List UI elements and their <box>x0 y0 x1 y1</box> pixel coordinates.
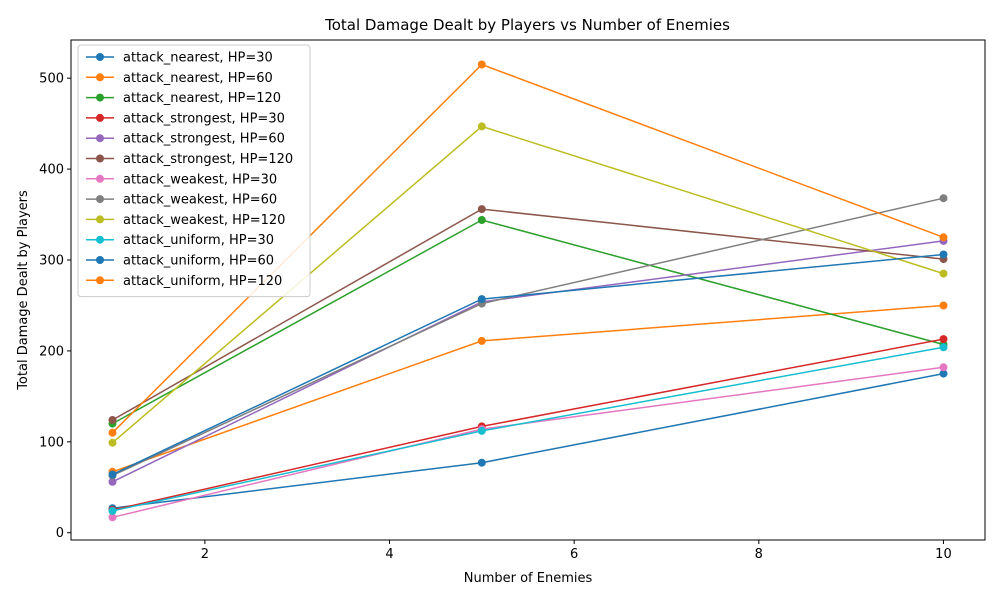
legend-marker <box>96 154 104 163</box>
legend-marker <box>96 195 104 204</box>
legend-marker <box>96 53 104 61</box>
data-point <box>108 477 117 486</box>
y-tick-label: 0 <box>56 526 64 541</box>
data-point <box>108 438 117 447</box>
legend-item: attack_nearest, HP=60 <box>86 71 273 86</box>
data-point <box>108 470 117 479</box>
data-point <box>939 269 948 278</box>
data-point <box>108 513 117 522</box>
plot-area <box>108 60 948 522</box>
data-point <box>939 194 948 203</box>
y-tick-label: 300 <box>39 254 64 269</box>
data-point <box>939 363 948 372</box>
legend: attack_nearest, HP=30 attack_nearest, HP=… <box>77 44 311 298</box>
legend-marker <box>96 113 104 122</box>
x-tick-label: 4 <box>385 547 393 562</box>
y-tick-label: 400 <box>39 163 64 178</box>
data-point <box>939 301 948 310</box>
legend-marker <box>96 93 104 102</box>
y-axis-ticks: 0 100 200 300 400 500 <box>39 72 71 541</box>
legend-label: attack_weakest, HP=30 <box>123 172 277 187</box>
data-point <box>939 250 948 259</box>
plot-frame <box>70 39 986 541</box>
data-point <box>477 60 486 69</box>
y-tick-label: 100 <box>39 435 64 450</box>
legend-label: attack_nearest, HP=120 <box>123 91 281 106</box>
x-tick-label: 2 <box>201 547 209 562</box>
x-axis-ticks: 2 4 6 8 10 <box>201 540 952 562</box>
x-axis-label: Number of Enemies <box>464 571 593 586</box>
legend-marker <box>96 276 104 285</box>
legend-item: attack_weakest, HP=60 <box>86 193 277 208</box>
data-point <box>477 426 486 435</box>
series-9 <box>108 122 948 447</box>
legend-label: attack_weakest, HP=120 <box>123 213 285 228</box>
legend-item: attack_uniform, HP=120 <box>86 274 282 289</box>
series-12 <box>108 60 948 437</box>
legend-label: attack_strongest, HP=120 <box>123 152 293 167</box>
legend-label: attack_uniform, HP=30 <box>123 233 274 248</box>
data-point <box>108 506 117 515</box>
legend-item: attack_weakest, HP=30 <box>86 172 277 187</box>
legend-box <box>77 44 311 298</box>
data-point <box>939 369 948 378</box>
data-point <box>939 343 948 352</box>
series-11 <box>108 250 948 479</box>
series-10 <box>108 343 948 515</box>
legend-marker <box>96 235 104 244</box>
legend-label: attack_uniform, HP=120 <box>123 274 282 289</box>
legend-label: attack_strongest, HP=60 <box>123 132 285 147</box>
y-tick-label: 500 <box>39 72 64 87</box>
legend-marker <box>96 174 104 183</box>
data-point <box>108 428 117 437</box>
data-point <box>477 205 486 214</box>
y-axis-label: Total Damage Dealt by Players <box>16 190 31 391</box>
data-point <box>108 416 117 424</box>
data-point <box>477 336 486 345</box>
legend-item: attack_uniform, HP=60 <box>86 254 274 269</box>
legend-label: attack_weakest, HP=60 <box>123 193 277 208</box>
legend-label: attack_nearest, HP=30 <box>123 51 273 66</box>
legend-item: attack_strongest, HP=60 <box>86 132 285 147</box>
y-tick-label: 200 <box>39 344 64 359</box>
legend-item: attack_strongest, HP=120 <box>86 152 293 167</box>
data-point <box>939 335 948 344</box>
data-point <box>477 295 486 304</box>
data-point <box>477 216 486 224</box>
legend-item: attack_strongest, HP=30 <box>86 111 285 126</box>
data-point <box>477 122 486 131</box>
data-point <box>477 458 486 467</box>
x-tick-label: 6 <box>570 547 578 562</box>
legend-item: attack_nearest, HP=30 <box>86 51 273 66</box>
legend-marker <box>96 73 104 82</box>
legend-marker <box>96 256 104 264</box>
legend-item: attack_weakest, HP=120 <box>86 213 285 228</box>
x-tick-label: 8 <box>755 547 763 562</box>
legend-item: attack_uniform, HP=30 <box>86 233 274 248</box>
legend-label: attack_uniform, HP=60 <box>123 254 274 269</box>
legend-marker <box>96 215 104 224</box>
chart-title: Total Damage Dealt by Players vs Number … <box>324 16 730 34</box>
data-point <box>939 233 948 242</box>
x-tick-label: 10 <box>935 547 952 562</box>
legend-item: attack_nearest, HP=120 <box>86 91 281 106</box>
legend-marker <box>96 134 104 143</box>
legend-label: attack_strongest, HP=30 <box>123 111 285 126</box>
legend-label: attack_nearest, HP=60 <box>123 71 273 86</box>
